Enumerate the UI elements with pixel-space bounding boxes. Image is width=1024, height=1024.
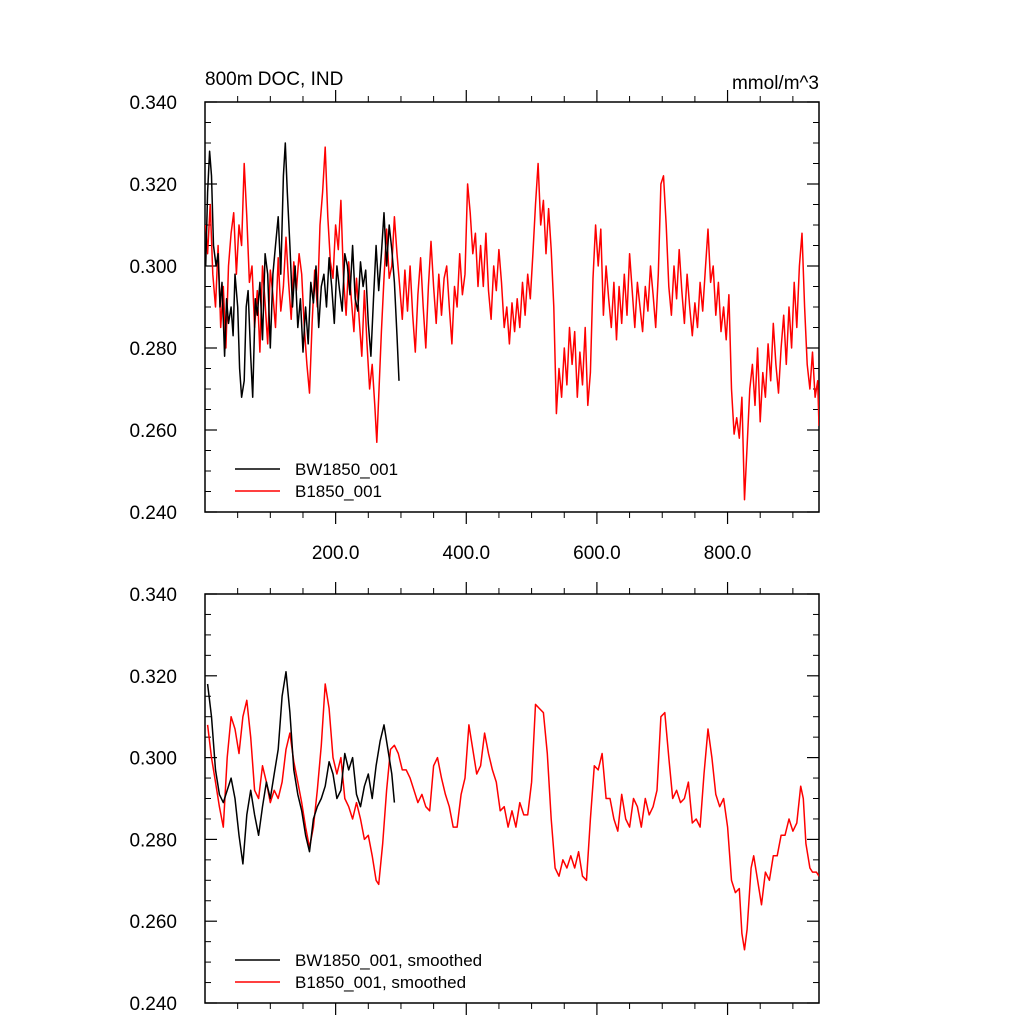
x-tick-label: 200.0 [312, 543, 360, 564]
y-tick-label: 0.260 [129, 912, 177, 933]
y-tick-label: 0.340 [129, 93, 177, 114]
series-line-b1850-001-smoothed [206, 683, 819, 951]
top-panel: 0.240 0.260 0.280 0.300 0.320 0.340 200.0 400.0… [129, 69, 820, 564]
y-tick-label: 0.260 [129, 421, 177, 442]
legend-label: BW1850_001 [295, 460, 398, 479]
series-line-bw1850-001-smoothed [206, 670, 396, 865]
y-tick-label: 0.320 [129, 667, 177, 688]
bottom-series-group [206, 670, 819, 951]
bottom-plot-frame [204, 593, 820, 1004]
y-tick-label: 0.240 [129, 994, 177, 1015]
series-line-bw1850-001 [205, 142, 400, 398]
y-tick-label: 0.240 [129, 503, 177, 524]
bottom-panel: 0.240 0.260 0.280 0.300 0.320 0.340 BW1850_00… [129, 582, 820, 1015]
y-tick-label: 0.340 [129, 585, 177, 606]
legend-label: BW1850_001, smoothed [295, 951, 482, 970]
bottom-legend: BW1850_001, smoothed B1850_001, smoothed [235, 951, 482, 992]
x-tick-label: 600.0 [573, 543, 621, 564]
top-series-group [205, 142, 819, 501]
y-tick-label: 0.320 [129, 175, 177, 196]
x-tick-label: 800.0 [704, 543, 752, 564]
y-tick-label: 0.300 [129, 749, 177, 770]
y-tick-label: 0.280 [129, 830, 177, 851]
top-chart-title: 800m DOC, IND [205, 69, 343, 90]
legend-label: B1850_001, smoothed [295, 973, 466, 992]
x-tick-label: 400.0 [443, 543, 491, 564]
bottom-axis-tick-labels: 0.240 0.260 0.280 0.300 0.320 0.340 [129, 585, 177, 1015]
bottom-axis-ticks [205, 582, 819, 1015]
series-line-b1850-001 [205, 146, 819, 501]
y-tick-label: 0.280 [129, 339, 177, 360]
top-axis-tick-labels: 0.240 0.260 0.280 0.300 0.320 0.340 200.0 400.0… [129, 93, 751, 564]
top-chart-units: mmol/m^3 [732, 73, 819, 94]
y-tick-label: 0.300 [129, 257, 177, 278]
top-legend: BW1850_001 B1850_001 [235, 460, 398, 501]
legend-label: B1850_001 [295, 482, 382, 501]
